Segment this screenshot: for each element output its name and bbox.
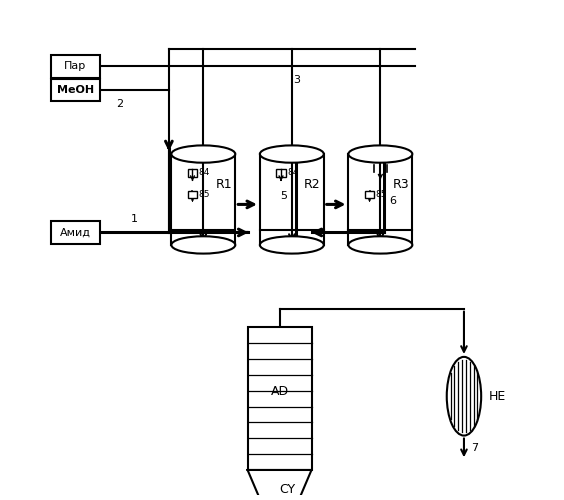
Ellipse shape: [349, 146, 412, 162]
Bar: [188, 168, 197, 177]
Text: 5: 5: [280, 190, 287, 200]
Text: 84: 84: [199, 168, 210, 177]
Text: 85: 85: [376, 190, 387, 199]
Bar: [188, 191, 197, 198]
Text: R3: R3: [393, 178, 409, 191]
Ellipse shape: [171, 146, 235, 162]
Ellipse shape: [447, 357, 481, 436]
Text: R2: R2: [304, 178, 321, 191]
Text: 6: 6: [389, 196, 396, 206]
Bar: [349, 154, 412, 245]
Ellipse shape: [349, 236, 412, 254]
Text: 7: 7: [472, 443, 478, 453]
Text: 84: 84: [287, 168, 298, 177]
Ellipse shape: [260, 236, 324, 254]
Bar: [51, 78, 100, 101]
Text: 2: 2: [116, 98, 124, 108]
Bar: [51, 221, 100, 244]
Text: Амид: Амид: [60, 228, 91, 237]
Text: МеОН: МеОН: [57, 85, 94, 95]
Bar: [171, 154, 235, 245]
Ellipse shape: [260, 146, 324, 162]
Bar: [260, 154, 324, 245]
Bar: [276, 168, 286, 177]
Ellipse shape: [171, 236, 235, 254]
Text: Пар: Пар: [64, 61, 86, 71]
Text: 85: 85: [199, 190, 210, 199]
Bar: [365, 191, 374, 198]
Text: AD: AD: [271, 385, 289, 398]
Text: CY: CY: [279, 483, 295, 496]
Polygon shape: [248, 470, 311, 500]
Text: 3: 3: [293, 75, 300, 85]
Text: R1: R1: [215, 178, 232, 191]
Bar: [248, 328, 311, 470]
Bar: [51, 55, 100, 78]
Text: НЕ: НЕ: [488, 390, 506, 402]
Text: 1: 1: [131, 214, 138, 224]
Text: 4: 4: [210, 244, 217, 254]
Text: Фиг.9: Фиг.9: [261, 472, 303, 486]
